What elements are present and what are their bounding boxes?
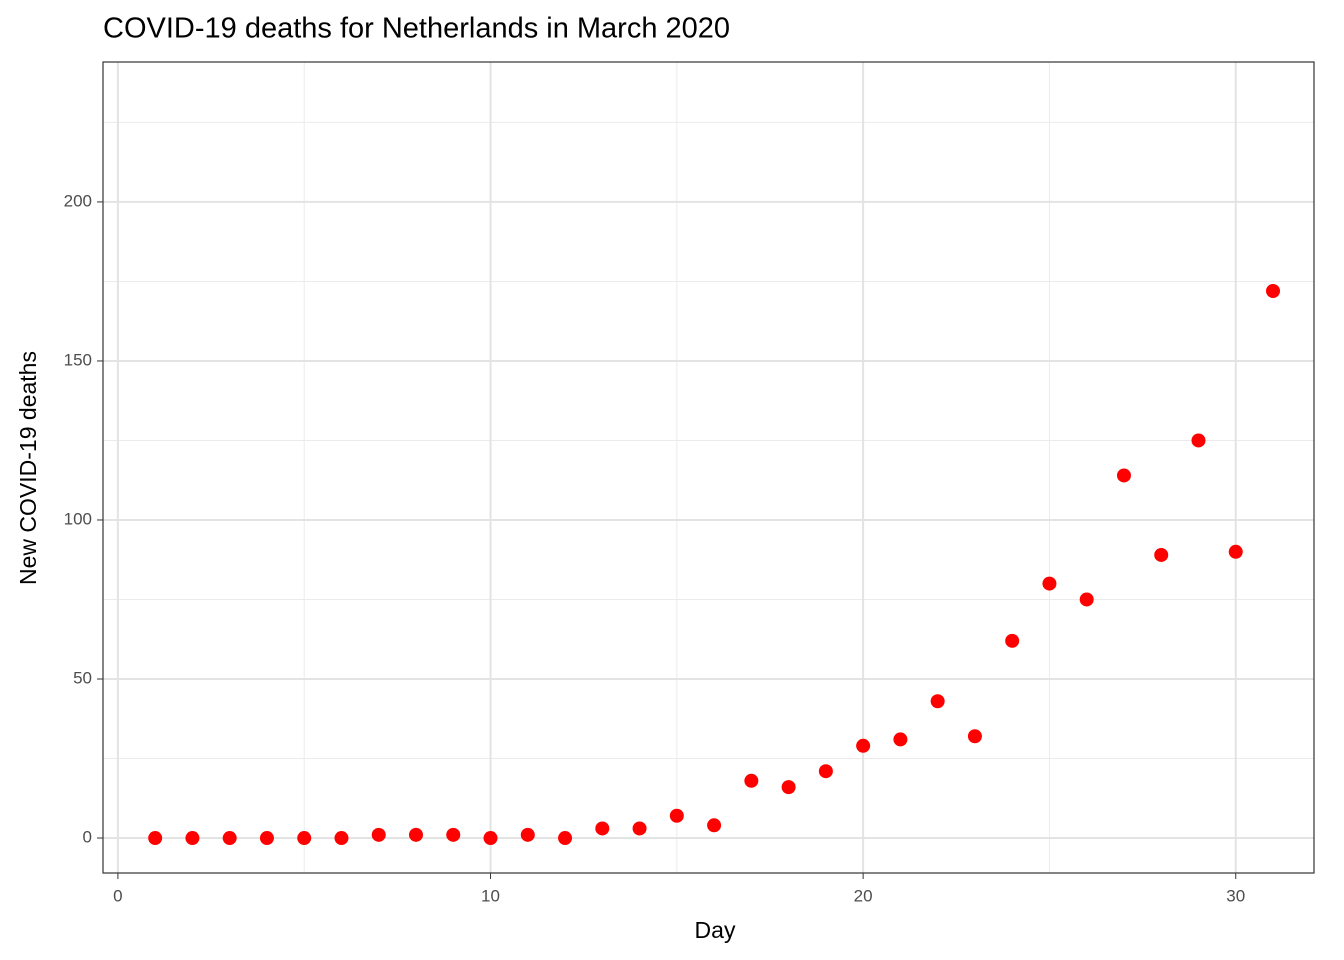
point <box>1116 468 1131 483</box>
y-tick-label: 100 <box>64 509 92 528</box>
point <box>558 831 573 846</box>
y-tick-label: 200 <box>64 191 92 210</box>
point <box>818 764 833 779</box>
point <box>744 773 759 788</box>
point <box>520 827 535 842</box>
point <box>893 732 908 747</box>
point <box>446 827 461 842</box>
point <box>1079 592 1094 607</box>
point <box>1042 576 1057 591</box>
point <box>148 831 163 846</box>
point <box>1191 433 1206 448</box>
x-axis-label: Day <box>695 917 736 943</box>
point <box>371 827 386 842</box>
point <box>781 780 796 795</box>
point <box>967 729 982 744</box>
point <box>856 738 871 753</box>
point <box>1154 547 1169 562</box>
x-tick-label: 0 <box>113 886 122 905</box>
x-tick-label: 30 <box>1226 886 1245 905</box>
y-axis-label: New COVID-19 deaths <box>15 351 41 585</box>
point <box>930 694 945 709</box>
x-tick-label: 10 <box>481 886 500 905</box>
point <box>259 831 274 846</box>
point <box>297 831 312 846</box>
chart-title: COVID-19 deaths for Netherlands in March… <box>103 13 730 45</box>
point <box>669 808 684 823</box>
y-tick-label: 50 <box>73 668 92 687</box>
point <box>1005 633 1020 648</box>
point <box>1266 283 1281 298</box>
point <box>185 831 200 846</box>
y-tick-label: 0 <box>83 828 92 847</box>
point <box>222 831 237 846</box>
plot-border <box>102 61 1315 874</box>
point <box>1228 544 1243 559</box>
point <box>334 831 349 846</box>
point <box>408 827 423 842</box>
y-tick-label: 150 <box>64 350 92 369</box>
point <box>632 821 647 836</box>
point <box>595 821 610 836</box>
point <box>707 818 722 833</box>
point <box>483 831 498 846</box>
x-tick-label: 20 <box>854 886 873 905</box>
